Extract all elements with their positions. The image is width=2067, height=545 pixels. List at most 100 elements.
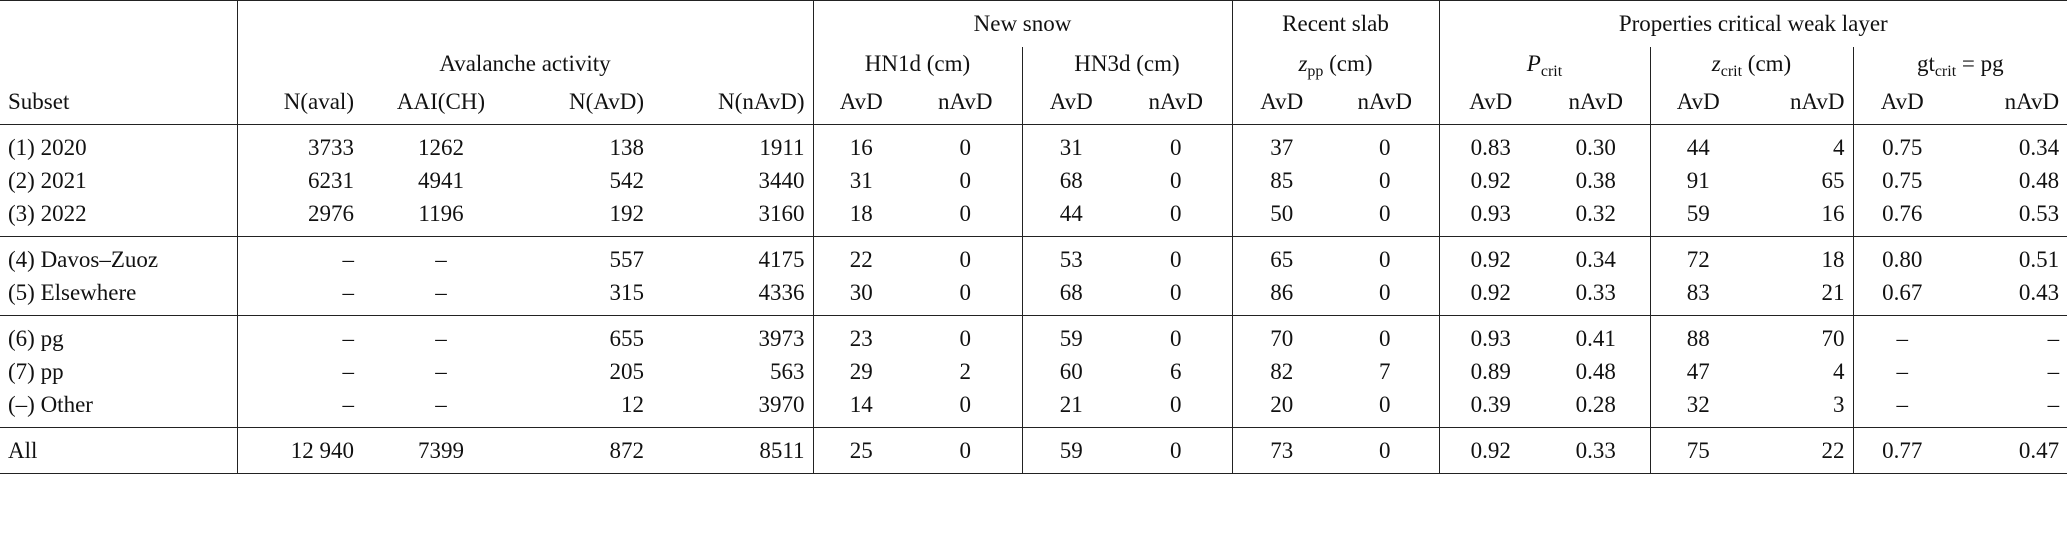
- header-cell: [236, 0, 813, 47]
- table-cell: 0.89: [1438, 355, 1542, 388]
- column-header: N(aval): [236, 80, 362, 125]
- table-cell: 44: [1649, 124, 1746, 164]
- column-header: nAvD: [1120, 80, 1232, 125]
- table-cell: 1196: [418, 201, 464, 226]
- row-label: (4) Davos–Zuoz: [0, 236, 237, 276]
- column-header: AvD: [1231, 80, 1331, 125]
- table-cell: 20: [1231, 388, 1331, 428]
- table-cell: 0.92: [1438, 276, 1542, 316]
- column-header: nAvD: [1746, 80, 1853, 125]
- table-cell: 0.51: [1951, 236, 2067, 276]
- table-cell: 0: [1170, 135, 1182, 160]
- table-cell: 0: [959, 392, 972, 417]
- table-cell: 0: [1170, 168, 1182, 193]
- table-cell: 3160: [758, 201, 805, 226]
- row-group: (6) pg – –655 3973 23 0 59 0 70 0 0.93 0.41 88 70– – (7…: [0, 315, 2067, 428]
- table-row: (5) Elsewhere – – 315 4336 30 0 68 0 86 0 0.92 0.33 8…: [0, 276, 2067, 316]
- column-header: AvD: [1852, 80, 1951, 125]
- table-cell: 0.92: [1438, 164, 1542, 197]
- row-label: (1) 2020: [8, 135, 87, 160]
- table-cell: 2976: [236, 197, 362, 237]
- table-cell: 0.28: [1575, 392, 1616, 417]
- row-group: (1) 2020 3733 1262 138 1911 16 0 31 0 37 0 0.83 0.30…: [0, 124, 2067, 237]
- table-cell: 31: [1021, 124, 1120, 164]
- table-cell: 60: [1021, 355, 1120, 388]
- table-cell: 65: [1821, 168, 1845, 193]
- table-cell: 0.33: [1575, 280, 1616, 305]
- table-cell: –: [435, 359, 447, 384]
- column-header: nAvD: [1331, 80, 1439, 125]
- table-row: (1) 2020 3733 1262 138 1911 16 0 31 0 37 0 0.83 0.30…: [0, 124, 2067, 164]
- header-row: Subset N(aval) AAI(CH) N(AvD) N(nAvD) AvD nAvD…: [0, 80, 2067, 125]
- table-cell: 82: [1231, 355, 1331, 388]
- table-row: (2) 2021 6231 4941 542 3440 31 0 68 0 85 0 0.92 0.38…: [0, 164, 2067, 197]
- table-cell: 18: [1746, 236, 1853, 276]
- table-cell: 53: [1021, 236, 1120, 276]
- table-cell: –: [362, 236, 520, 276]
- table-cell: 0.93: [1438, 315, 1542, 355]
- column-header: nAvD: [909, 80, 1022, 125]
- table-cell: –: [1852, 315, 1951, 355]
- table-cell: 0.93: [1438, 197, 1542, 237]
- table-row: (4) Davos–Zuoz – –557 4175 22 0 53 0 65 0 0.92 0.34…: [0, 236, 2067, 276]
- sub-header-suffix: (cm): [1742, 51, 1792, 76]
- table-cell: 70: [1231, 315, 1331, 355]
- table-cell: –: [435, 392, 447, 417]
- sub-header: HN3d (cm): [1021, 47, 1232, 80]
- column-header: AvD: [1649, 80, 1746, 125]
- table-cell: 0: [909, 315, 1022, 355]
- table-cell: –: [236, 236, 362, 276]
- table-cell: 0: [959, 168, 972, 193]
- table-cell: –: [1951, 315, 2067, 355]
- sub-header: zcrit (cm): [1649, 47, 1853, 80]
- table-cell: 59: [1021, 427, 1120, 474]
- table-cell: 12: [621, 392, 644, 417]
- table-cell: –: [1852, 388, 1951, 428]
- table-cell: 0: [1331, 236, 1439, 276]
- table-row: (3) 2022 2976 1196 192 3160 18 0 44 0 50 0 0.93 0.32…: [0, 197, 2067, 237]
- row-label: (7) pp: [8, 359, 64, 384]
- column-header: nAvD: [1951, 80, 2067, 125]
- column-header: Subset: [0, 80, 237, 125]
- sub-header-base: P: [1526, 51, 1541, 76]
- table-cell: 0.34: [2018, 135, 2060, 160]
- header-cell: [0, 47, 237, 80]
- sub-header-base: HN1d (cm): [864, 51, 971, 76]
- table-cell: –: [2047, 359, 2060, 384]
- table-cell: 72: [1649, 236, 1746, 276]
- group-header: New snow: [812, 0, 1232, 47]
- table-cell: 0: [1331, 315, 1439, 355]
- table-cell: 205: [609, 359, 645, 384]
- table-cell: 0.39: [1438, 388, 1542, 428]
- table-cell: –: [2047, 392, 2060, 417]
- table-cell: 542: [609, 168, 645, 193]
- sub-header-suffix: = pg: [1956, 51, 2004, 76]
- table-cell: 31: [812, 164, 909, 197]
- table-cell: 0.75: [1852, 164, 1951, 197]
- table-cell: 0: [1170, 392, 1182, 417]
- column-header: N(nAvD): [652, 80, 813, 125]
- table-cell: –: [236, 276, 362, 316]
- table-cell: 0.41: [1542, 315, 1650, 355]
- table-cell: 0: [1170, 280, 1182, 305]
- table-cell: 0.32: [1575, 201, 1616, 226]
- table-cell: 50: [1231, 197, 1331, 237]
- column-header: AAI(CH): [362, 80, 520, 125]
- table-row: (–) Other – –12 3970 14 0 21 0 20 0 0.39 0.28 32 3– –: [0, 388, 2067, 428]
- row-label: (5) Elsewhere: [8, 280, 137, 305]
- sub-header-subscript: crit: [1540, 63, 1563, 80]
- table-cell: 0.83: [1438, 124, 1542, 164]
- table-cell: 138: [609, 135, 645, 160]
- table-cell: 16: [1821, 201, 1845, 226]
- table-cell: 0.34: [1542, 236, 1650, 276]
- table-cell: 315: [609, 280, 645, 305]
- table-head: New snow Recent slab Properties critical w…: [0, 0, 2067, 125]
- column-header: AvD: [1021, 80, 1120, 125]
- row-label: (–) Other: [8, 392, 93, 417]
- table-cell: 0.92: [1438, 236, 1542, 276]
- table-cell: 3: [1833, 392, 1845, 417]
- table-cell: 29: [812, 355, 909, 388]
- table-cell: 83: [1649, 276, 1746, 316]
- table-cell: 0.47: [1951, 427, 2067, 474]
